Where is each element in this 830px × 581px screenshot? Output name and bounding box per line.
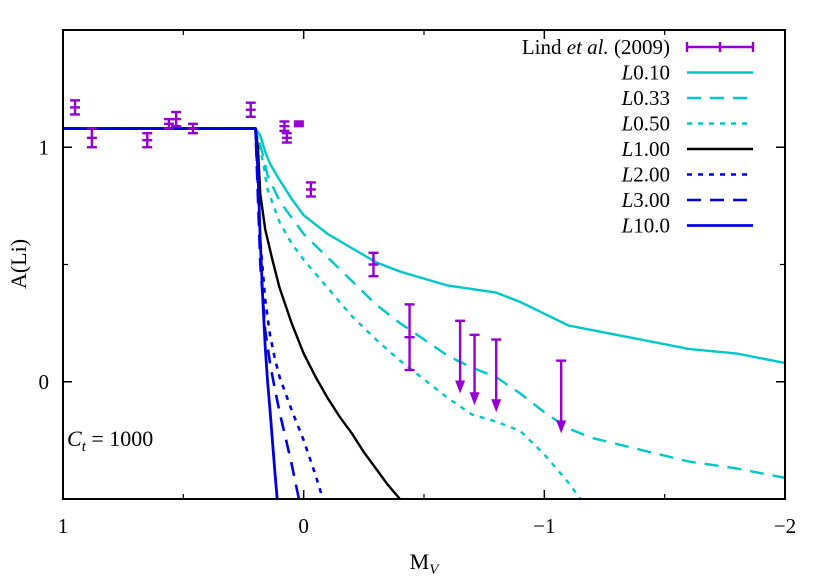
observation-point bbox=[171, 110, 182, 128]
limit-arrowhead bbox=[491, 399, 502, 413]
observation-point bbox=[305, 181, 316, 198]
legend-label: L0.50 bbox=[621, 112, 670, 136]
y-axis-label: A(Li) bbox=[6, 239, 31, 289]
upper-limit-arrow bbox=[469, 333, 480, 406]
y-tick-label: 1 bbox=[39, 135, 50, 159]
series-line-L0-10 bbox=[63, 127, 785, 365]
x-axis-label: MV bbox=[410, 549, 441, 578]
legend-entry-observations: Lind et al. (2009) bbox=[522, 35, 755, 59]
legend: Lind et al. (2009)L0.10L0.33L0.50L1.00L2… bbox=[522, 35, 755, 238]
observation-point bbox=[279, 120, 290, 133]
legend-label: Lind et al. (2009) bbox=[522, 35, 670, 59]
legend-entry-L10-0: L10.0 bbox=[621, 214, 753, 238]
observation-point bbox=[86, 127, 97, 149]
observation-point bbox=[70, 99, 81, 116]
legend-entry-L0-10: L0.10 bbox=[621, 61, 753, 85]
observation-point bbox=[187, 122, 198, 135]
legend-entry-L0-50: L0.50 bbox=[621, 112, 753, 136]
legend-label: L10.0 bbox=[621, 214, 670, 238]
legend-label: L0.10 bbox=[621, 61, 670, 85]
legend-entry-L1-00: L1.00 bbox=[621, 137, 753, 161]
observation-point bbox=[368, 251, 379, 278]
x-tick-label: 0 bbox=[298, 514, 309, 538]
axis-ticks bbox=[62, 29, 786, 500]
observation-points bbox=[70, 99, 567, 434]
x-tick-label: −1 bbox=[533, 514, 555, 538]
limit-arrowhead bbox=[556, 420, 567, 434]
legend-label: L3.00 bbox=[621, 188, 670, 212]
upper-limit-arrow bbox=[491, 338, 502, 413]
ct-annotation: Ct = 1000 bbox=[67, 426, 153, 455]
legend-entry-L0-33: L0.33 bbox=[621, 86, 753, 110]
observation-point bbox=[293, 120, 304, 128]
series-line-L10-0 bbox=[63, 127, 279, 499]
observation-point bbox=[404, 303, 415, 372]
series-line-L0-33 bbox=[63, 127, 785, 480]
legend-entry-L3-00: L3.00 bbox=[621, 188, 753, 212]
legend-entry-L2-00: L2.00 bbox=[621, 163, 753, 187]
limit-arrowhead bbox=[455, 380, 466, 394]
observation-point bbox=[281, 131, 292, 144]
legend-label: L2.00 bbox=[621, 163, 670, 187]
series-line-L0-50 bbox=[63, 127, 582, 499]
legend-label: L1.00 bbox=[621, 137, 670, 161]
limit-arrowhead bbox=[469, 392, 480, 406]
upper-limit-arrow bbox=[556, 359, 567, 434]
legend-label: L0.33 bbox=[621, 86, 670, 110]
upper-limit-arrow bbox=[455, 319, 466, 394]
x-tick-label: 1 bbox=[58, 514, 69, 538]
tick-labels: 1 0 −1 −2 1 0 bbox=[39, 135, 797, 538]
x-tick-label: −2 bbox=[774, 514, 796, 538]
observation-point bbox=[142, 131, 153, 149]
plot-frame bbox=[62, 29, 786, 500]
observation-point bbox=[245, 101, 256, 118]
series-layer bbox=[63, 127, 785, 499]
y-tick-label: 0 bbox=[39, 370, 50, 394]
